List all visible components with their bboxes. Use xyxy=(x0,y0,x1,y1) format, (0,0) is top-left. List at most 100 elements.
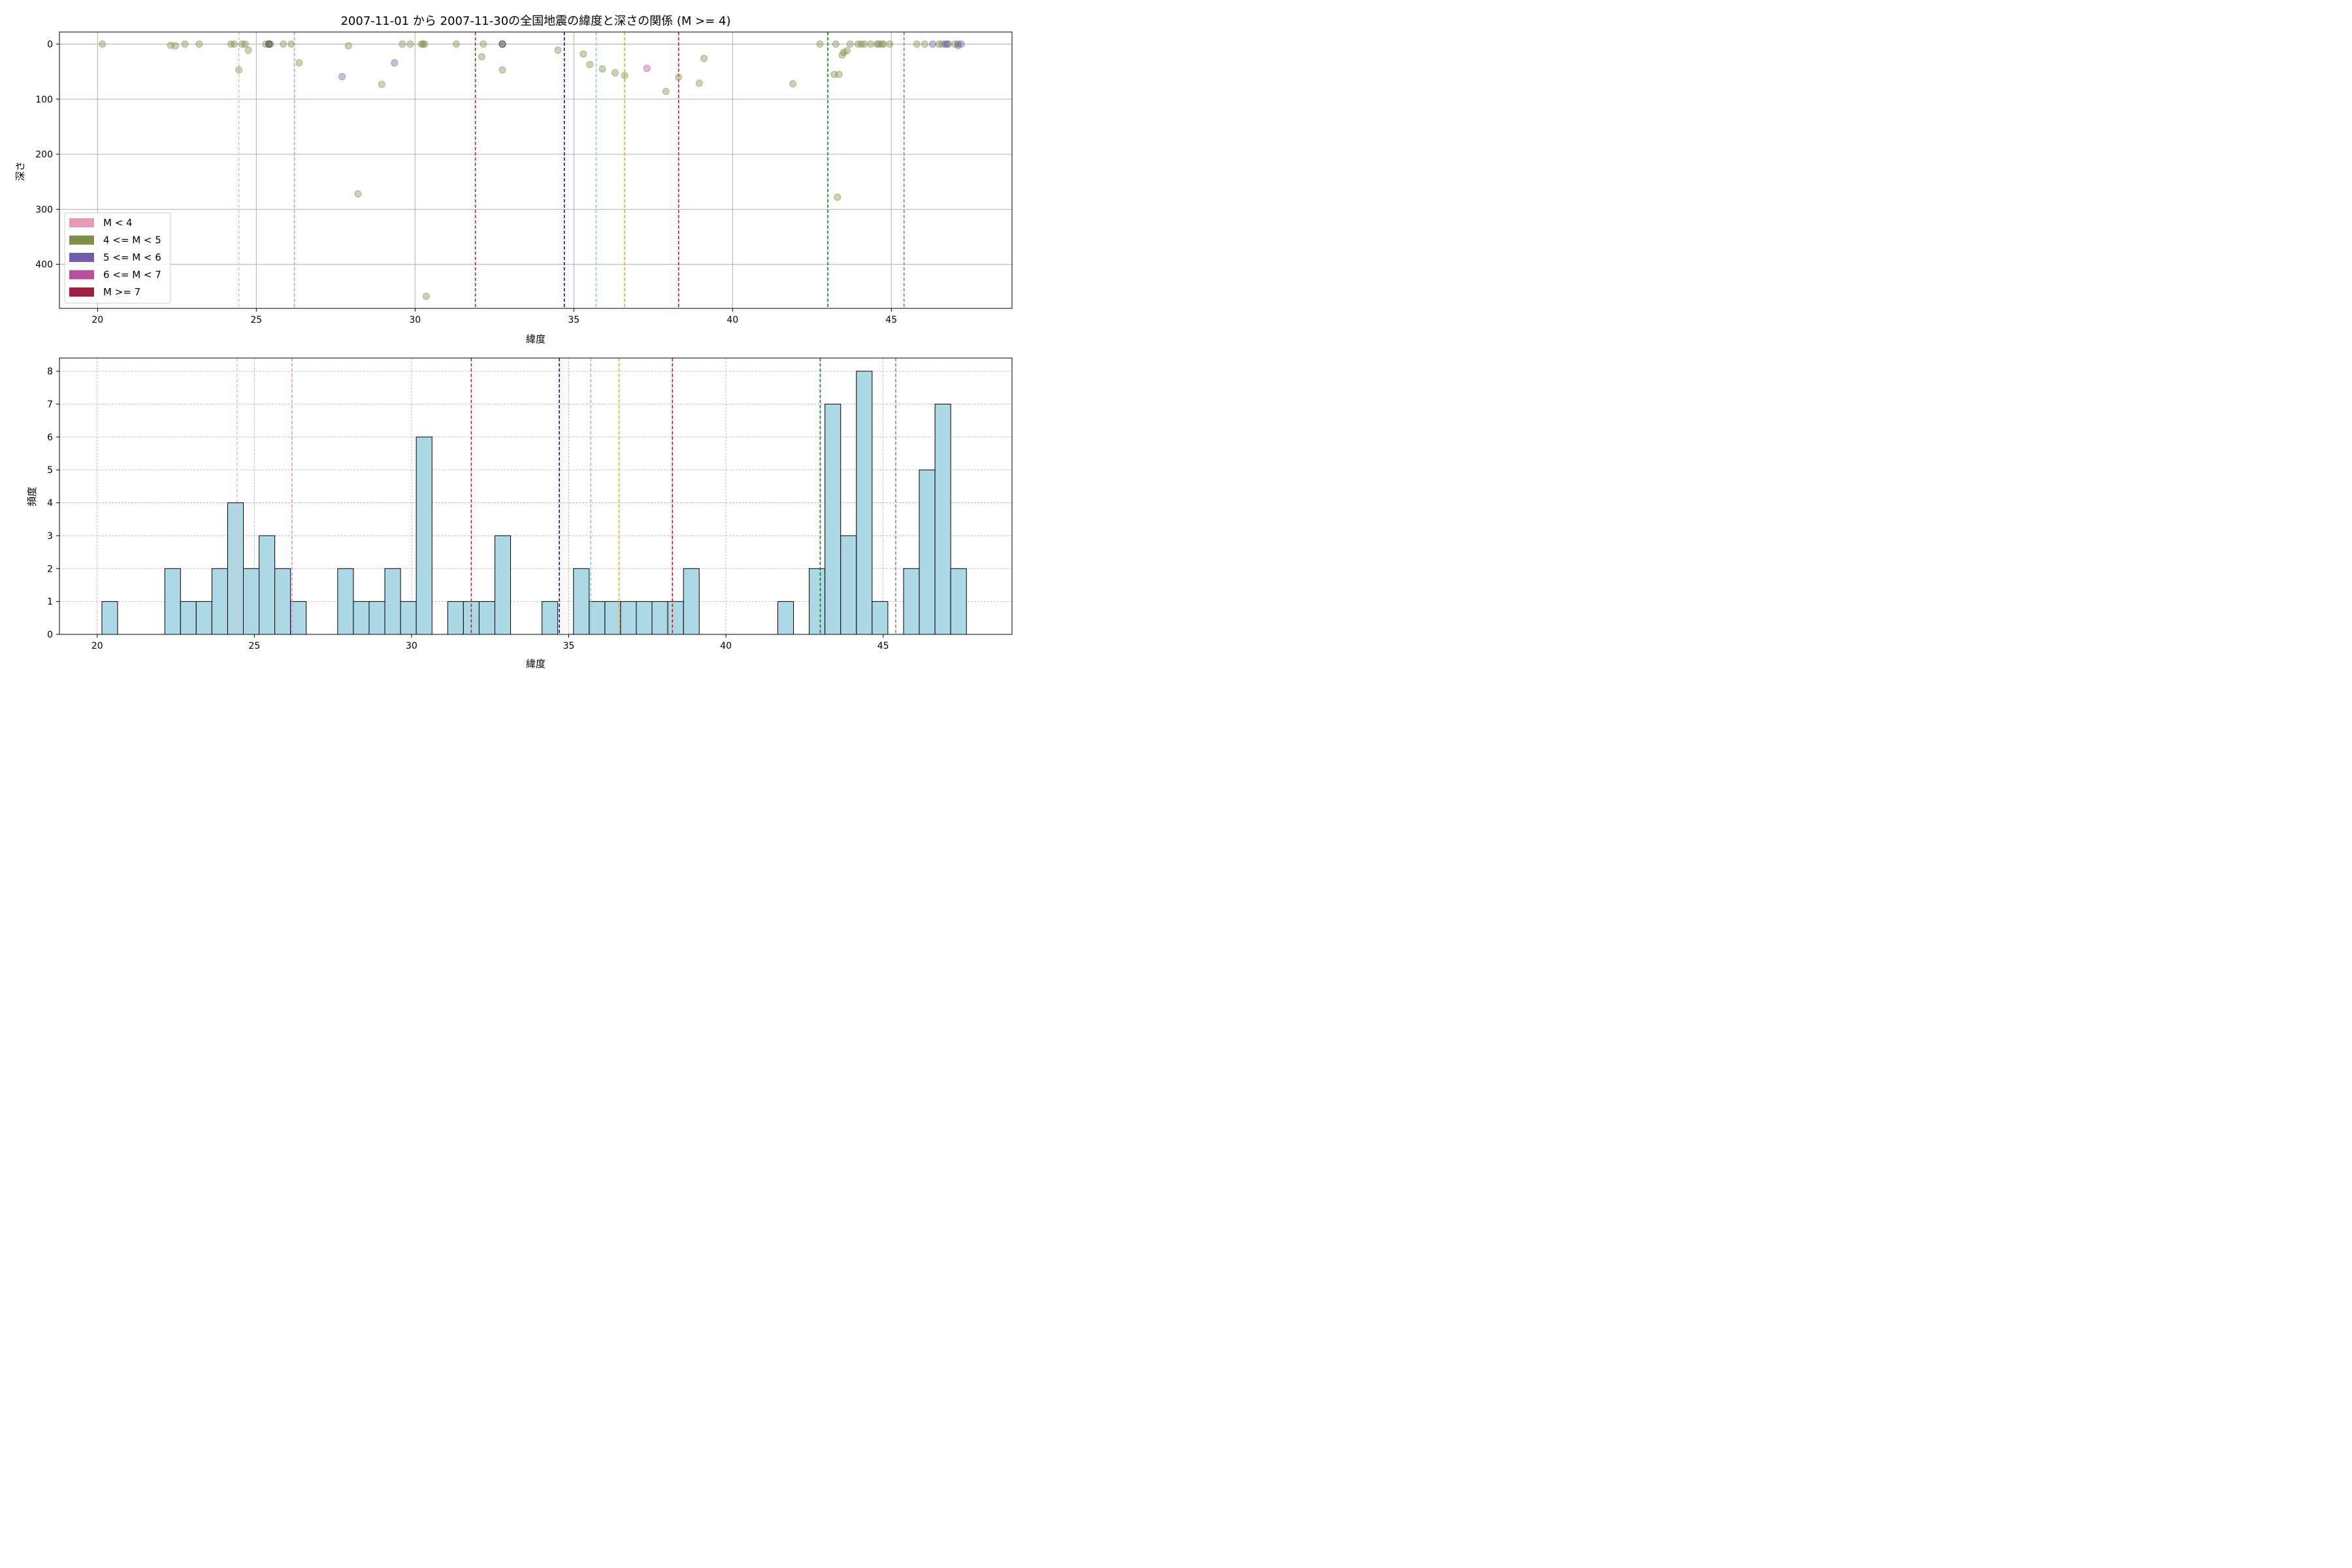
scatter-y-tick-label: 100 xyxy=(35,95,53,105)
scatter-point xyxy=(957,41,965,48)
histogram-y-tick-label: 3 xyxy=(47,531,53,542)
histogram-y-tick-label: 8 xyxy=(47,367,53,377)
histogram-bar xyxy=(195,601,212,635)
histogram-bar xyxy=(683,568,700,635)
histogram-bar xyxy=(211,568,228,635)
scatter-points xyxy=(99,41,965,300)
histogram-bar xyxy=(463,601,480,635)
legend-label: M >= 7 xyxy=(103,286,140,298)
scatter-point xyxy=(943,41,951,48)
scatter-point xyxy=(422,292,430,300)
scatter-point xyxy=(399,41,406,48)
scatter-x-tick-label: 20 xyxy=(91,315,103,325)
scatter-point xyxy=(643,65,651,73)
scatter-point xyxy=(344,42,352,50)
scatter-point xyxy=(846,41,854,48)
scatter-point xyxy=(843,47,851,55)
scatter-point xyxy=(265,41,273,48)
legend-swatch xyxy=(69,218,94,227)
histogram-bar xyxy=(809,568,826,635)
histogram-bar xyxy=(290,601,307,635)
histogram-bar xyxy=(542,601,559,635)
histogram-bar xyxy=(353,601,370,635)
histogram-bar xyxy=(934,404,951,635)
histogram-bar xyxy=(494,535,512,635)
histogram-bar xyxy=(604,601,621,635)
legend-label: 6 <= M < 7 xyxy=(103,269,161,281)
histogram-x-tick-label: 30 xyxy=(406,641,417,651)
scatter-legend: M < 4 4 <= M < 5 5 <= M < 6 6 <= M < 7 M >= … xyxy=(64,212,171,304)
scatter-point xyxy=(941,41,949,48)
scatter-y-tick-label: 300 xyxy=(35,204,53,215)
histogram-x-tick-label: 35 xyxy=(563,641,575,651)
scatter-point xyxy=(913,41,921,48)
scatter-point xyxy=(295,59,303,67)
scatter-point xyxy=(338,73,346,80)
scatter-point xyxy=(244,46,252,54)
histogram-bar xyxy=(667,601,684,635)
histogram-bar xyxy=(368,601,385,635)
histogram-bar xyxy=(825,404,841,635)
histogram-y-tick-label: 6 xyxy=(47,433,53,443)
legend-label: M < 4 xyxy=(103,217,133,229)
scatter-point xyxy=(554,46,562,54)
scatter-x-tick-label: 25 xyxy=(250,315,262,325)
scatter-point xyxy=(406,41,414,48)
scatter-point xyxy=(675,73,683,81)
scatter-point xyxy=(612,69,619,76)
scatter-point xyxy=(789,80,797,88)
scatter-point xyxy=(860,41,868,48)
scatter-x-tick-label: 30 xyxy=(409,315,421,325)
legend-swatch xyxy=(69,270,94,280)
scatter-point xyxy=(832,41,840,48)
scatter-point xyxy=(235,66,243,74)
histogram-bar xyxy=(872,601,889,635)
histogram-bar xyxy=(651,601,668,635)
scatter-point xyxy=(929,41,936,48)
scatter-reference-lines xyxy=(238,32,905,308)
scatter-point xyxy=(230,41,238,48)
scatter-gridlines xyxy=(59,32,1012,308)
histogram-x-axis-label: 緯度 xyxy=(526,658,546,670)
scatter-point xyxy=(695,79,703,87)
legend-swatch xyxy=(69,287,94,297)
scatter-panel: 2007-11-01 から 2007-11-30の全国地震の緯度と深さの関係 (… xyxy=(14,14,1013,345)
scatter-y-tick-label: 0 xyxy=(47,40,53,50)
scatter-y-tick-label: 400 xyxy=(35,260,53,270)
histogram-bar xyxy=(620,601,637,635)
scatter-point xyxy=(354,190,362,198)
histogram-y-tick-label: 5 xyxy=(47,465,53,476)
scatter-point xyxy=(280,41,287,48)
scatter-point xyxy=(99,41,106,48)
histogram-y-tick-label: 1 xyxy=(47,597,53,608)
legend-label: 4 <= M < 5 xyxy=(103,235,161,246)
histogram-plot-frame xyxy=(59,357,1013,635)
histogram-bar xyxy=(903,568,920,635)
histogram-bar xyxy=(840,535,857,635)
histogram-bar xyxy=(919,469,936,635)
scatter-x-tick-label: 35 xyxy=(568,315,580,325)
scatter-x-tick-label: 40 xyxy=(727,315,738,325)
scatter-x-tick-label: 45 xyxy=(885,315,897,325)
histogram-x-tick-label: 40 xyxy=(720,641,732,651)
scatter-point xyxy=(580,50,587,58)
scatter-plot-frame xyxy=(59,31,1013,309)
histogram-bar xyxy=(856,370,873,635)
legend-label: 5 <= M < 6 xyxy=(103,252,161,263)
histogram-bar xyxy=(180,601,197,635)
scatter-point xyxy=(879,41,887,48)
histogram-y-tick-label: 2 xyxy=(47,564,53,574)
scatter-point xyxy=(480,41,487,48)
figure: 2007-11-01 から 2007-11-30の全国地震の緯度と深さの関係 (… xyxy=(0,0,1024,683)
histogram-reference-lines xyxy=(237,358,896,634)
histogram-bars xyxy=(101,370,967,635)
legend-swatch xyxy=(69,235,94,245)
histogram-x-tick-label: 25 xyxy=(248,641,260,651)
scatter-point xyxy=(498,41,506,48)
scatter-point xyxy=(621,72,629,80)
scatter-point xyxy=(287,41,295,48)
histogram-x-ticks: 20 25 30 35 40 45 xyxy=(91,634,889,651)
histogram-bar xyxy=(384,568,401,635)
scatter-point xyxy=(867,41,875,48)
histogram-bar xyxy=(337,568,354,635)
